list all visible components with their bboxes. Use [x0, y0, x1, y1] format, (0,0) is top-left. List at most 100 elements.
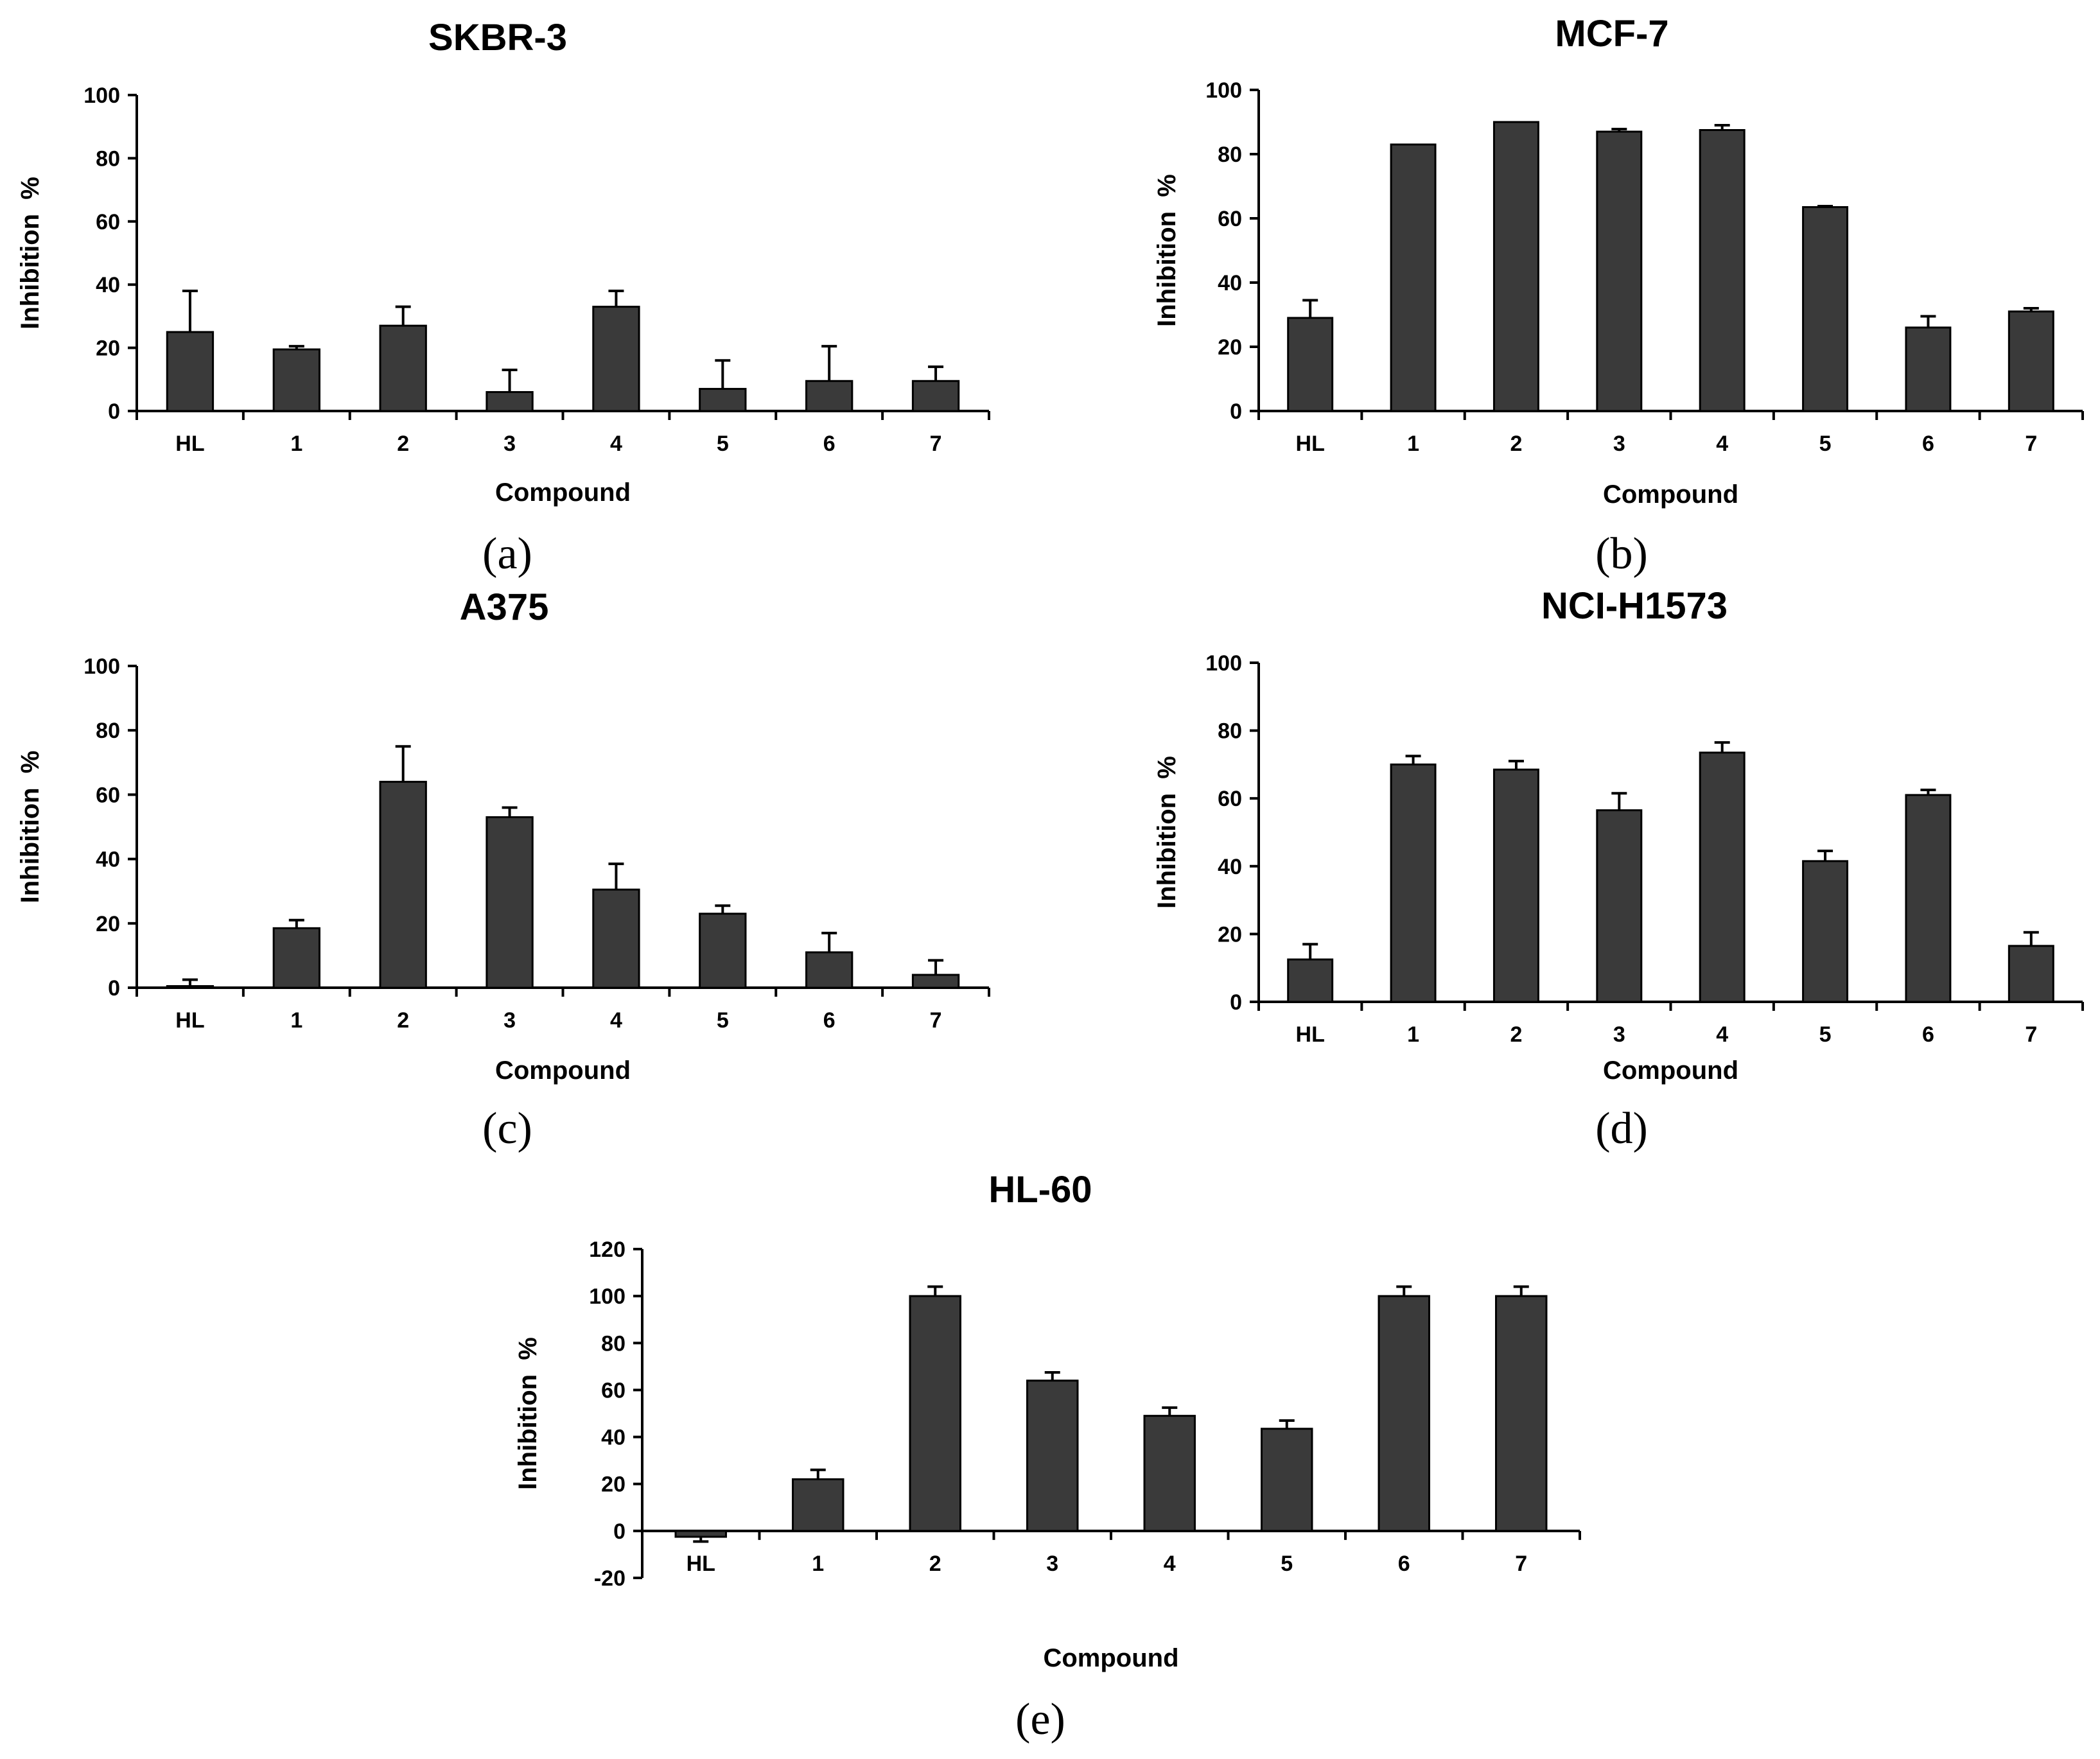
chart-title: NCI-H1573: [1541, 585, 1728, 627]
y-tick-label: 20: [601, 1473, 626, 1497]
y-tick-label: 40: [601, 1426, 626, 1450]
chart-panel-mcf7: MCF-7 0 20 40 60 80 100 HL 1 2 3 4 5 6 7 Compound Inhibi…: [1153, 13, 2084, 579]
bar-1: [272, 927, 320, 989]
x-tick-label: 3: [1613, 1022, 1625, 1047]
x-tick-label: 6: [1922, 1022, 1934, 1047]
bar-5: [1261, 1428, 1313, 1532]
chart-title: HL-60: [988, 1169, 1092, 1211]
bar-6: [1905, 794, 1952, 1003]
y-tick-label: 20: [96, 912, 120, 936]
bar-4: [1143, 1415, 1196, 1532]
y-tick-label: 0: [1230, 990, 1242, 1015]
bar-HL: [166, 331, 214, 412]
bar-7: [911, 974, 960, 989]
bar-3: [1026, 1379, 1079, 1532]
y-tick-label: 100: [83, 83, 120, 108]
y-tick-label: 80: [96, 146, 120, 171]
bar-2: [909, 1295, 961, 1532]
y-tick-label: 100: [1205, 651, 1242, 676]
y-tick-label: 0: [613, 1519, 626, 1544]
x-tick-label: 1: [1407, 1022, 1419, 1047]
y-tick-label: 100: [83, 654, 120, 679]
x-tick-label: 1: [290, 432, 302, 456]
bar-3: [486, 816, 534, 989]
y-axis-title: Inhibition %: [514, 1337, 542, 1490]
y-tick-label: 100: [1205, 78, 1242, 103]
x-tick-label: HL: [175, 1008, 204, 1033]
x-tick-label: 7: [2025, 1022, 2037, 1047]
chart-title: A375: [460, 586, 549, 628]
y-tick-label: 120: [589, 1238, 626, 1262]
x-tick-label: 4: [1716, 1022, 1728, 1047]
panel-label: (a): [482, 529, 532, 579]
y-tick-label: 0: [108, 976, 120, 1001]
x-axis-title: Compound: [1043, 1644, 1178, 1672]
y-tick-label: 80: [1218, 719, 1242, 744]
x-tick-label: 4: [1716, 432, 1728, 456]
x-tick-label: 2: [1510, 432, 1522, 456]
bar-7: [2008, 945, 2054, 1003]
bar-4: [592, 888, 640, 989]
bar-2: [1492, 768, 1539, 1003]
y-tick-label: 60: [1218, 207, 1242, 231]
x-tick-label: 6: [823, 432, 836, 456]
x-tick-label: 1: [1407, 432, 1419, 456]
x-tick-label: 1: [290, 1008, 302, 1033]
x-tick-label: 5: [717, 1008, 729, 1033]
bar-4: [1699, 751, 1746, 1003]
y-tick-label: 60: [96, 210, 120, 234]
x-tick-label: 4: [1164, 1552, 1176, 1576]
bar-4: [592, 306, 640, 412]
y-tick-label: 60: [1218, 787, 1242, 811]
x-tick-label: 4: [610, 432, 622, 456]
bar-HL: [1287, 317, 1334, 412]
y-tick-label: 40: [96, 273, 120, 297]
x-tick-label: 7: [2025, 432, 2037, 456]
y-tick-label: 40: [1218, 855, 1242, 879]
x-tick-label: 6: [1922, 432, 1934, 456]
x-tick-label: 5: [1819, 432, 1832, 456]
x-tick-label: HL: [1296, 1022, 1325, 1047]
x-tick-label: 1: [812, 1552, 824, 1576]
y-tick-label: 100: [589, 1284, 626, 1309]
panel-label: (c): [482, 1104, 532, 1153]
y-axis-title: Inhibition %: [1153, 756, 1181, 909]
bar-3: [1596, 809, 1643, 1003]
bar-3: [1596, 130, 1643, 412]
bar-HL: [1287, 958, 1334, 1003]
bar-1: [1390, 143, 1437, 412]
y-tick-label: 0: [108, 399, 120, 424]
x-tick-label: 3: [503, 1008, 516, 1033]
x-tick-label: HL: [687, 1552, 715, 1576]
bar-1: [1390, 763, 1437, 1003]
bar-5: [699, 388, 747, 412]
x-tick-label: 7: [930, 1008, 942, 1033]
x-tick-label: 6: [823, 1008, 836, 1033]
bar-3: [486, 390, 534, 412]
bar-2: [1492, 121, 1539, 412]
bar-2: [379, 324, 427, 412]
bar-6: [805, 951, 853, 989]
y-axis-title: Inhibition %: [16, 751, 44, 904]
y-tick-label: 20: [1218, 922, 1242, 947]
y-tick-label: 20: [96, 337, 120, 361]
y-tick-label: 40: [1218, 271, 1242, 295]
x-tick-label: 2: [397, 432, 409, 456]
x-tick-label: 4: [610, 1008, 622, 1033]
x-tick-label: 3: [1046, 1552, 1058, 1576]
bar-6: [1378, 1295, 1430, 1532]
y-tick-label: 40: [96, 848, 120, 872]
bar-5: [699, 913, 747, 989]
x-axis-title: Compound: [1603, 480, 1738, 509]
bar-4: [1699, 129, 1746, 412]
x-tick-label: 5: [717, 432, 729, 456]
bar-7: [2008, 310, 2054, 412]
panel-label: (b): [1595, 529, 1648, 579]
bar-6: [805, 380, 853, 412]
x-tick-label: 3: [1613, 432, 1625, 456]
y-tick-label: -20: [594, 1566, 626, 1591]
chart-panel-nci-h1573: NCI-H1573 0 20 40 60 80 100 HL 1 2 3 4 5 6 7 Compound In…: [1153, 585, 2084, 1153]
bar-7: [911, 380, 960, 412]
bar-HL: [166, 985, 214, 989]
